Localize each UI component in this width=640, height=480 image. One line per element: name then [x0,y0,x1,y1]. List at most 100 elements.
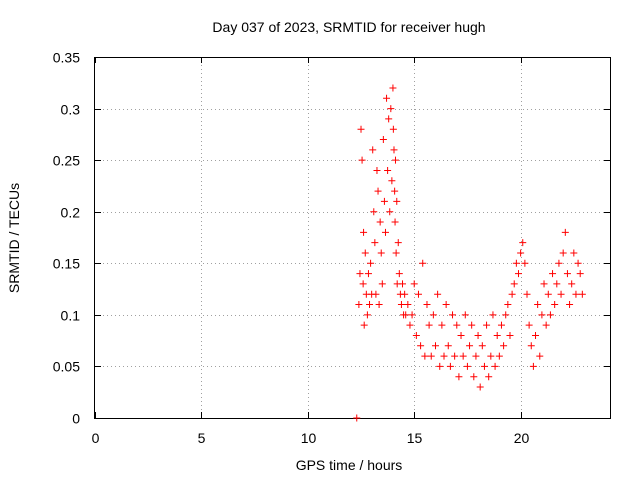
data-point [566,301,574,309]
data-point [402,311,410,319]
data-point [389,125,397,133]
y-tick-label: 0.05 [53,359,80,375]
data-point [371,239,379,247]
data-point [366,301,374,309]
data-point [544,290,552,298]
data-point [429,311,437,319]
data-point [355,301,363,309]
data-point [470,373,478,381]
y-tick-label: 0.2 [61,205,81,221]
data-point [442,301,450,309]
data-point [383,94,391,102]
data-point [510,280,518,288]
data-point [502,311,510,319]
data-point [414,290,422,298]
data-point [540,280,548,288]
data-point [357,125,365,133]
data-point [434,290,442,298]
data-point [483,321,491,329]
data-point [497,321,505,329]
data-point [574,259,582,267]
data-point [358,156,366,164]
data-point [529,362,537,370]
data-point [514,270,522,278]
data-point [474,331,482,339]
data-point [370,208,378,216]
data-point [572,290,580,298]
data-point [385,115,393,123]
data-point [360,321,368,329]
data-point [395,270,403,278]
x-tick-label: 15 [407,430,423,446]
data-point [427,352,435,360]
y-tick-label: 0.3 [61,102,81,118]
data-point [399,280,407,288]
y-tick-label: 0.25 [53,153,80,169]
data-point [525,321,533,329]
data-point [353,414,361,422]
data-point [549,270,557,278]
data-point [521,259,529,267]
data-point [444,342,452,350]
data-point [393,197,401,205]
data-point [532,331,540,339]
data-point [431,342,439,350]
data-series-srmtid [353,84,586,422]
data-point [356,270,364,278]
data-point [508,290,516,298]
data-point [387,105,395,113]
data-point [359,280,367,288]
data-point [563,270,571,278]
data-point [527,342,535,350]
data-point [536,352,544,360]
data-point [369,146,377,154]
data-point [423,301,431,309]
data-point [391,156,399,164]
data-point [476,383,484,391]
data-point [461,311,469,319]
data-point [500,342,508,350]
data-point [374,187,382,195]
data-point [455,373,463,381]
data-point [373,166,381,174]
data-point [389,84,397,92]
data-point [557,290,565,298]
chart-grid [95,57,610,418]
data-point [468,321,476,329]
data-point [568,280,576,288]
data-point [489,311,497,319]
y-axis-label: SRMTID / TECUs [6,183,22,293]
data-point [388,177,396,185]
x-tick-label: 10 [301,430,317,446]
data-point [384,166,392,174]
data-point [519,239,527,247]
data-point [375,301,383,309]
data-point [379,136,387,144]
data-point [534,301,542,309]
data-point [361,249,369,257]
y-tick-label: 0.15 [53,256,80,272]
data-point [457,331,465,339]
data-point [472,352,480,360]
data-point [372,290,380,298]
y-tick-label: 0.1 [61,308,81,324]
data-point [406,321,414,329]
data-point [578,290,586,298]
data-point [397,301,405,309]
data-point [538,311,546,319]
data-point [367,259,375,267]
data-point [378,280,386,288]
data-point [419,259,427,267]
data-point [463,362,471,370]
data-point [517,249,525,257]
data-point [546,311,554,319]
data-point [466,342,474,350]
data-point [381,228,389,236]
data-point [453,321,461,329]
data-point [436,362,444,370]
data-point [480,362,488,370]
data-point [576,270,584,278]
data-point [410,280,418,288]
data-point [412,331,420,339]
